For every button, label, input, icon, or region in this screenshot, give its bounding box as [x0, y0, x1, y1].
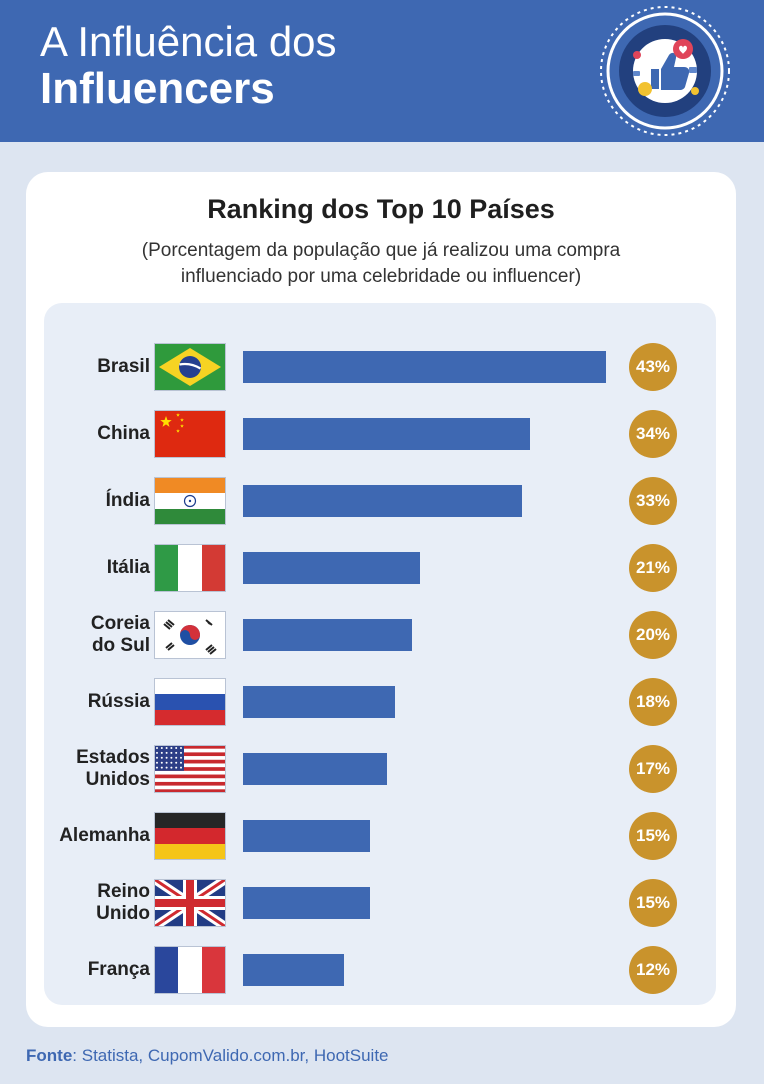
italy-flag-icon [154, 544, 226, 592]
south-korea-flag-icon [154, 611, 226, 659]
bar-italy [243, 552, 421, 584]
bar-india [243, 485, 522, 517]
value-badge-russia: 18% [629, 678, 677, 726]
source-note: Fonte: Statista, CupomValido.com.br, Hoo… [26, 1046, 389, 1066]
bar-germany [243, 820, 370, 852]
usa-flag-icon [154, 745, 226, 793]
bar-usa [243, 753, 387, 785]
country-label-uk: Reino Unido [40, 881, 150, 925]
country-label-china: China [40, 423, 150, 445]
thumbs-up-social-icon [597, 3, 733, 139]
page-title-line1: A Influência dos [40, 18, 337, 65]
value-badge-italy: 21% [629, 544, 677, 592]
country-label-line: Reino [97, 881, 150, 902]
country-label-india: Índia [40, 490, 150, 512]
chart-subtitle-line1: (Porcentagem da população que já realizo… [141, 240, 621, 261]
country-label-germany: Alemanha [40, 825, 150, 847]
value-badge-south-korea: 20% [629, 611, 677, 659]
header-banner: A Influência dos Influencers [0, 0, 764, 142]
country-label-usa: Estados Unidos [40, 747, 150, 791]
country-label-france: França [40, 959, 150, 981]
chart-subtitle-line2: influenciado por uma celebridade ou infl… [180, 266, 582, 287]
country-label-south-korea: Coreia do Sul [40, 613, 150, 657]
country-label-line: Unido [96, 903, 150, 924]
bar-south-korea [243, 619, 412, 651]
bar-uk [243, 887, 370, 919]
country-label-brazil: Brasil [40, 356, 150, 378]
country-label-line: Estados [76, 747, 150, 768]
country-label-line: Unidos [85, 769, 150, 790]
country-label-line: China [97, 423, 150, 444]
country-label-line: Brasil [97, 356, 150, 377]
value-badge-china: 34% [629, 410, 677, 458]
chart-title: Ranking dos Top 10 Países [207, 194, 555, 224]
value-badge-uk: 15% [629, 879, 677, 927]
value-badge-brazil: 43% [629, 343, 677, 391]
country-label-italy: Itália [40, 557, 150, 579]
country-label-russia: Rússia [40, 691, 150, 713]
china-flag-icon [154, 410, 226, 458]
value-badge-india: 33% [629, 477, 677, 525]
value-badge-france: 12% [629, 946, 677, 994]
russia-flag-icon [154, 678, 226, 726]
country-label-line: Rússia [87, 691, 150, 712]
country-label-line: França [87, 959, 150, 980]
page-title-line2: Influencers [40, 64, 275, 113]
source-label: Fonte [26, 1046, 73, 1065]
bar-brazil [243, 351, 606, 383]
bar-russia [243, 686, 395, 718]
country-label-line: Coreia [90, 613, 150, 634]
france-flag-icon [154, 946, 226, 994]
country-label-line: do Sul [91, 635, 150, 656]
germany-flag-icon [154, 812, 226, 860]
uk-flag-icon [154, 879, 226, 927]
country-label-line: Alemanha [59, 825, 150, 846]
source-text: : Statista, CupomValido.com.br, HootSuit… [72, 1046, 389, 1065]
bar-france [243, 954, 345, 986]
country-label-line: Índia [105, 490, 150, 511]
brazil-flag-icon [154, 343, 226, 391]
country-label-line: Itália [106, 557, 150, 578]
value-badge-usa: 17% [629, 745, 677, 793]
india-flag-icon [154, 477, 226, 525]
value-badge-germany: 15% [629, 812, 677, 860]
bar-china [243, 418, 531, 450]
